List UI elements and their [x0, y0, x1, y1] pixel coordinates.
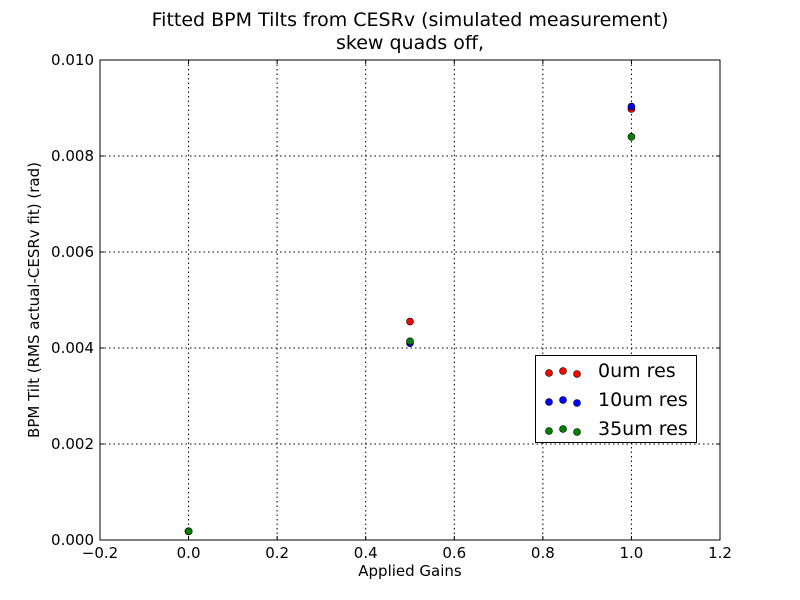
legend-dot-35um-res-2 [573, 428, 581, 436]
y-tick-label-0-008: 0.008 [51, 147, 94, 165]
legend-dot-35um-res-0 [545, 427, 553, 435]
legend-dot-0um-res-2 [573, 370, 581, 378]
legend: 0um res 10um res 35um res [535, 355, 697, 443]
data-point-35um-res-1 [406, 337, 414, 346]
x-axis-label: Applied Gains [358, 562, 462, 580]
legend-dot-10um-res-0 [545, 398, 553, 406]
legend-entry-10um: 10um res [536, 388, 696, 414]
y-tick-label-0-004: 0.004 [51, 339, 94, 357]
x-tick-label-1-2: 1.2 [708, 544, 732, 562]
legend-dot-10um-res-1 [559, 396, 567, 404]
legend-dot-0um-res-0 [545, 369, 553, 377]
legend-marker-10um [545, 396, 581, 407]
x-tick-label-0-2: 0.2 [265, 544, 289, 562]
legend-entry-0um: 0um res [536, 359, 696, 385]
x-tick-label-0-6: 0.6 [442, 544, 466, 562]
legend-dot-35um-res-1 [559, 425, 567, 433]
data-point-10um-res-2 [627, 102, 636, 111]
y-tick-label-0-002: 0.002 [51, 435, 94, 453]
legend-label-35um: 35um res [598, 418, 688, 440]
legend-label-10um: 10um res [598, 389, 688, 411]
legend-label-0um: 0um res [598, 360, 676, 382]
data-point-35um-res-0 [184, 527, 193, 536]
legend-marker-0um [545, 367, 581, 378]
x-tick-label-0-8: 0.8 [531, 544, 555, 562]
x-tick-label--0-2: −0.2 [82, 544, 118, 562]
x-tick-label-1-0: 1.0 [619, 544, 643, 562]
chart-title: Fitted BPM Tilts from CESRv (simulated m… [151, 9, 669, 31]
x-tick-label-0-4: 0.4 [354, 544, 378, 562]
data-point-0um-res-1 [406, 317, 414, 326]
data-point-35um-res-2 [627, 133, 636, 141]
x-tick-label-0-0: 0.0 [177, 544, 201, 562]
legend-dot-0um-res-1 [559, 367, 567, 375]
y-tick-label-0-010: 0.010 [51, 51, 94, 69]
plot-frame [99, 59, 721, 541]
y-tick-label-0-006: 0.006 [51, 243, 94, 261]
y-tick-label-0-000: 0.000 [51, 531, 94, 549]
legend-dot-10um-res-2 [573, 399, 581, 407]
y-axis-label: BPM Tilt (RMS actual-CESRv fit) (rad) [25, 162, 43, 438]
legend-entry-35um: 35um res [536, 417, 696, 443]
legend-marker-35um [545, 425, 581, 436]
chart-subtitle: skew quads off, [336, 32, 484, 54]
